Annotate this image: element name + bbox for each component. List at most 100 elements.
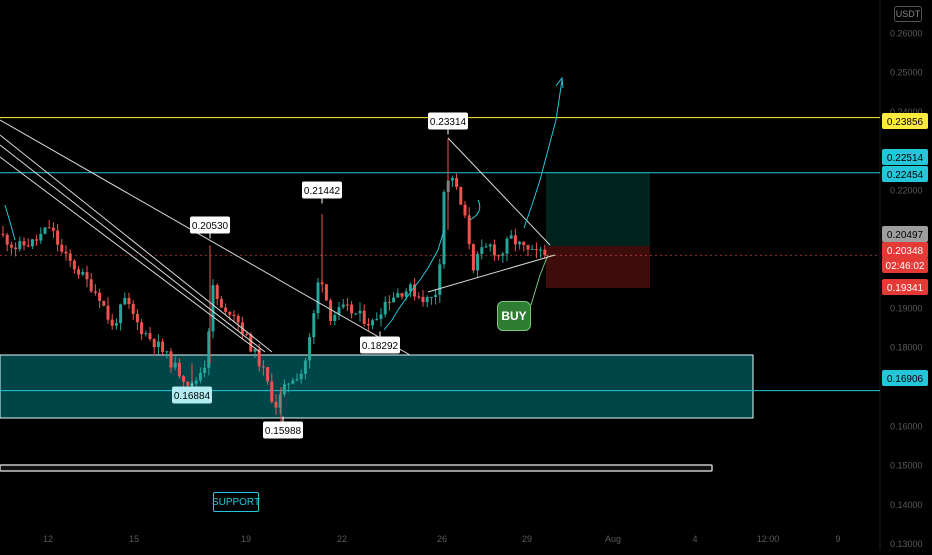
price-annotation-box: [263, 421, 303, 439]
support-label: SUPPORT: [212, 492, 260, 512]
candle-body: [207, 331, 211, 368]
candle-body: [476, 253, 480, 271]
candle-body: [434, 294, 438, 297]
candle-body: [270, 381, 274, 402]
candle-body: [203, 367, 207, 374]
candle-body: [522, 241, 526, 246]
candle-body: [194, 380, 198, 384]
candle-body: [329, 300, 333, 321]
candle-body: [144, 333, 148, 335]
price-tag: 0.23856: [887, 117, 924, 128]
candle-body: [47, 227, 51, 229]
arrow-left: [4, 204, 16, 241]
trendline: [0, 134, 273, 353]
candle-body: [186, 381, 190, 386]
trendline: [0, 144, 266, 353]
candle-body: [135, 313, 139, 323]
candle-body: [492, 244, 496, 256]
candle-body: [14, 247, 18, 250]
candle-body: [232, 314, 236, 317]
candle-body: [26, 245, 30, 247]
price-tag-box: [882, 149, 928, 165]
projection-arrow: [523, 79, 563, 229]
range-bar: [0, 464, 713, 472]
candle-body: [77, 269, 81, 275]
candle-body: [173, 362, 177, 368]
candle-body: [438, 264, 442, 295]
candle-body: [324, 284, 328, 301]
x-tick-label: Aug: [605, 534, 621, 544]
candle-body: [72, 260, 76, 270]
price-tag-box: [882, 242, 928, 258]
candle-body: [43, 227, 47, 234]
candle-body: [56, 230, 60, 245]
candle-body: [156, 341, 160, 348]
candle-body: [505, 238, 509, 254]
candle-body: [119, 304, 123, 324]
candle-body: [480, 247, 484, 254]
candle-body: [375, 319, 379, 321]
candle-body: [543, 249, 547, 256]
candle-body: [22, 241, 26, 246]
candle-body: [1, 233, 5, 235]
candle-body: [488, 244, 492, 247]
price-tag: 0.19341: [887, 283, 924, 294]
currency-badge[interactable]: USDT: [894, 6, 922, 22]
candle-body: [450, 177, 454, 181]
candle-body: [316, 282, 320, 314]
candle-body: [182, 376, 186, 382]
arrowhead: [555, 76, 564, 89]
candle-body: [455, 177, 459, 188]
price-tag: 0.16906: [887, 374, 924, 385]
candle-body: [337, 307, 341, 315]
candle-body: [110, 319, 114, 326]
candle-body: [236, 316, 240, 323]
price-annotation: 0.15988: [265, 426, 302, 437]
candle-body: [312, 313, 316, 338]
price-tag-box: [882, 279, 928, 295]
candle-body: [501, 253, 505, 256]
price-tag-box: [882, 226, 928, 242]
candle-body: [417, 296, 421, 298]
price-annotation: 0.23314: [430, 117, 467, 128]
candle-body: [354, 313, 358, 315]
x-tick-label: 26: [437, 534, 447, 544]
candle-body: [224, 307, 228, 312]
price-tag: 0.20348: [887, 246, 924, 257]
stop-zone: [546, 246, 650, 288]
support-zone: [0, 354, 754, 419]
candle-body: [198, 373, 202, 381]
candle-body: [278, 394, 282, 408]
candle-body: [106, 305, 110, 320]
price-tag: 02:46:02: [886, 261, 925, 272]
y-tick-label: 0.25000: [890, 68, 923, 78]
x-tick-label: 29: [522, 534, 532, 544]
price-tag: 0.20497: [887, 230, 924, 241]
x-tick-label: 19: [241, 534, 251, 544]
candle-body: [60, 244, 64, 252]
candle-body: [387, 301, 391, 303]
price-tag-box: [882, 257, 928, 273]
candle-body: [215, 285, 219, 299]
y-tick-label: 0.18000: [890, 343, 923, 353]
buy-label: BUY: [497, 301, 531, 331]
candle-body: [429, 296, 433, 298]
price-tag: 0.22514: [887, 153, 924, 164]
candle-body: [345, 304, 349, 306]
candle-body: [442, 192, 446, 265]
candle-body: [303, 360, 307, 374]
y-tick-label: 0.22000: [890, 186, 923, 196]
candle-body: [282, 384, 286, 395]
trendline: [0, 119, 411, 356]
candle-body: [85, 272, 89, 280]
candle-body: [30, 239, 34, 247]
candle-body: [534, 249, 538, 251]
candle-body: [350, 304, 354, 314]
candle-body: [291, 380, 295, 384]
candle-body: [127, 297, 131, 305]
candle-body: [371, 320, 375, 326]
price-annotation: 0.21442: [304, 186, 341, 197]
candle-body: [140, 322, 144, 335]
